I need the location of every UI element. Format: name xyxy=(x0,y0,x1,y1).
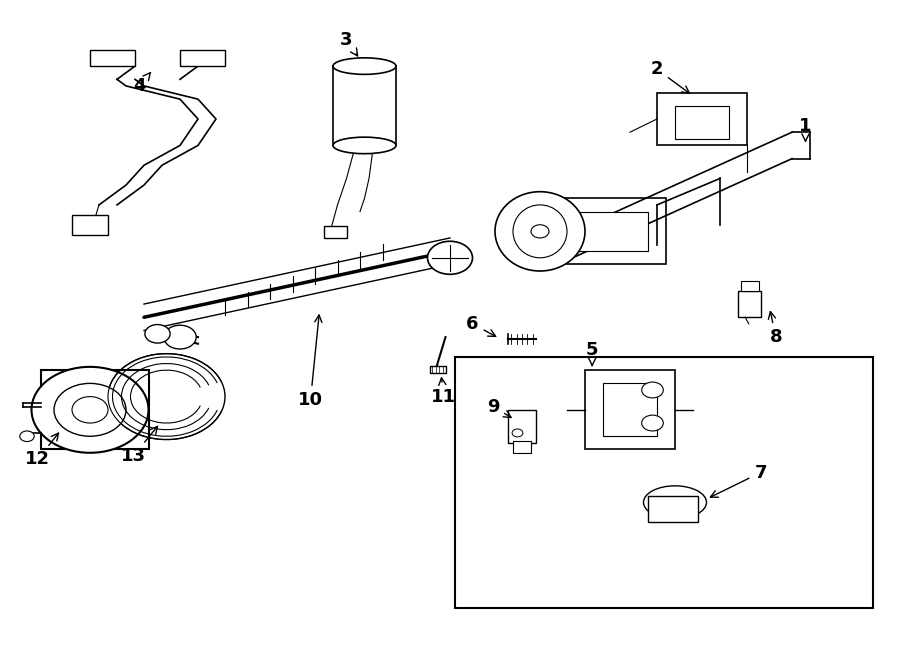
Bar xyxy=(657,93,747,145)
Text: 9: 9 xyxy=(487,397,511,418)
Bar xyxy=(508,410,536,443)
Text: 7: 7 xyxy=(710,463,767,497)
Bar xyxy=(180,50,225,66)
Circle shape xyxy=(164,325,196,349)
Ellipse shape xyxy=(495,192,585,271)
Circle shape xyxy=(512,429,523,437)
Bar xyxy=(576,212,648,251)
Ellipse shape xyxy=(513,205,567,258)
Bar xyxy=(738,291,760,317)
Ellipse shape xyxy=(644,486,706,519)
Bar xyxy=(513,441,531,453)
Bar xyxy=(648,496,698,522)
Bar xyxy=(90,50,135,66)
Ellipse shape xyxy=(531,225,549,238)
Circle shape xyxy=(145,325,170,343)
Circle shape xyxy=(54,383,126,436)
Text: 13: 13 xyxy=(121,426,158,465)
Bar xyxy=(333,66,396,145)
Circle shape xyxy=(72,397,108,423)
Text: 1: 1 xyxy=(799,116,812,141)
Bar xyxy=(324,226,346,238)
Bar xyxy=(72,215,108,235)
Bar xyxy=(558,198,666,264)
Bar xyxy=(741,281,759,291)
Text: 2: 2 xyxy=(651,60,689,93)
Text: 4: 4 xyxy=(133,73,150,95)
Text: 3: 3 xyxy=(340,30,357,56)
Circle shape xyxy=(642,382,663,398)
Ellipse shape xyxy=(333,137,396,153)
Bar xyxy=(585,370,675,449)
Bar xyxy=(40,370,148,449)
Text: 10: 10 xyxy=(298,315,323,409)
Bar xyxy=(454,357,873,608)
Circle shape xyxy=(642,415,663,431)
Circle shape xyxy=(20,431,34,442)
Circle shape xyxy=(428,241,473,274)
Circle shape xyxy=(32,367,148,453)
Text: 8: 8 xyxy=(769,311,782,346)
Text: 11: 11 xyxy=(431,378,456,406)
Bar xyxy=(430,366,446,373)
Ellipse shape xyxy=(333,58,396,75)
Bar xyxy=(603,383,657,436)
Bar xyxy=(675,106,729,139)
Text: 6: 6 xyxy=(466,315,496,336)
Text: 5: 5 xyxy=(586,341,598,366)
Text: 12: 12 xyxy=(25,433,58,469)
